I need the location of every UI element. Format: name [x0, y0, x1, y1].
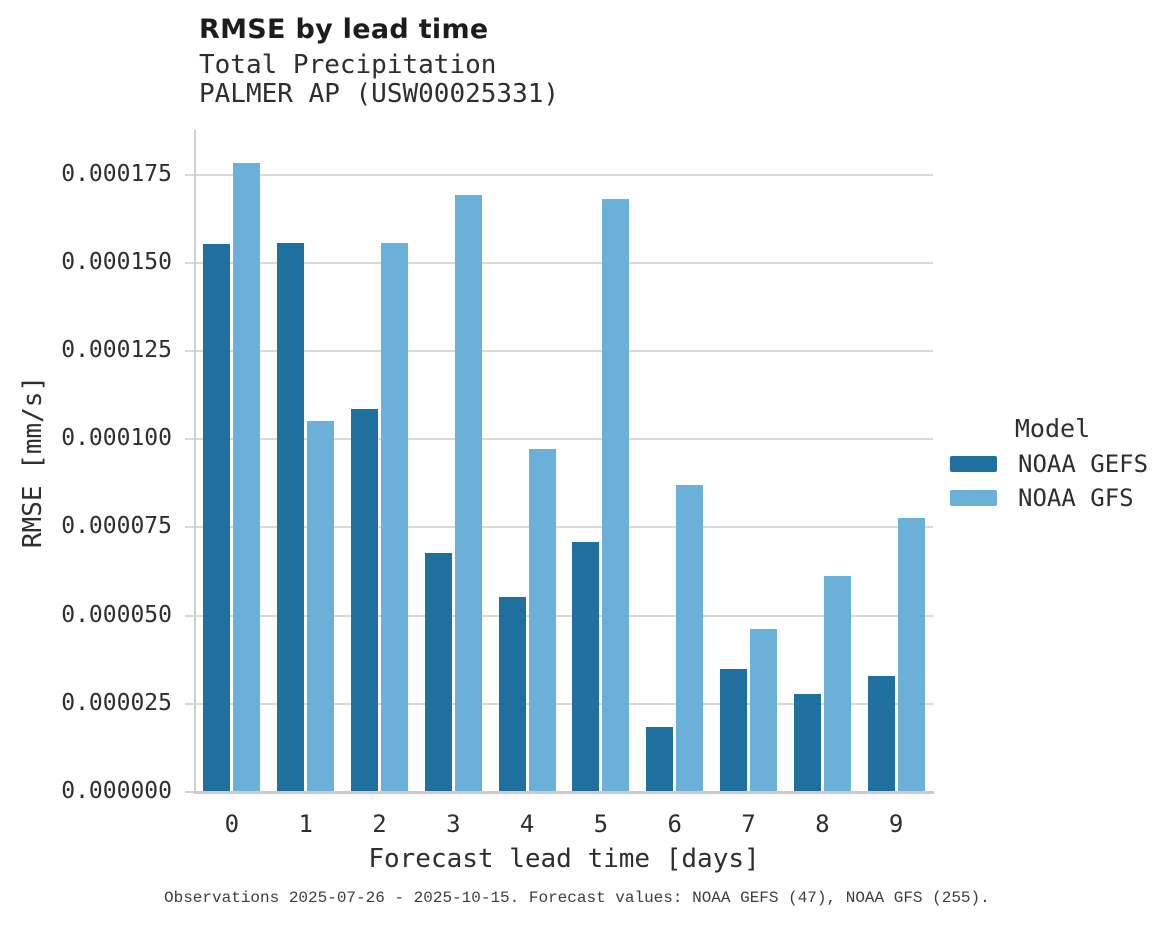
chart-title: RMSE by lead time	[199, 14, 489, 45]
y-axis-line	[194, 130, 196, 792]
y-tick-label: 0.000125	[61, 337, 172, 364]
gridline	[185, 173, 933, 176]
bar-noaa-gefs-lead-4	[498, 596, 526, 792]
x-tick-label: 1	[298, 810, 313, 838]
legend-title: Model	[1014, 414, 1091, 443]
x-tick-label: 3	[446, 810, 461, 838]
gridline	[185, 614, 933, 617]
bar-noaa-gfs-lead-7	[750, 628, 777, 792]
legend-label-noaa-gfs: NOAA GFS	[1018, 484, 1134, 512]
bar-noaa-gefs-lead-5	[572, 541, 600, 792]
legend-swatch-noaa-gfs	[950, 490, 997, 506]
y-tick-label: 0.000050	[61, 601, 172, 628]
bar-noaa-gefs-lead-8	[793, 694, 821, 792]
y-tick-label: 0.000100	[61, 425, 172, 452]
gridline	[185, 261, 933, 264]
chart-subtitle-variable: Total Precipitation	[199, 50, 497, 80]
y-tick-label: 0.000025	[61, 689, 172, 716]
x-axis-label: Forecast lead time [days]	[368, 844, 760, 874]
bar-noaa-gfs-lead-0	[233, 162, 261, 792]
gridline	[185, 702, 933, 705]
x-tick-label: 8	[815, 810, 830, 838]
bar-noaa-gfs-lead-3	[454, 194, 482, 792]
bar-noaa-gefs-lead-0	[203, 244, 231, 792]
bar-noaa-gfs-lead-5	[602, 198, 630, 792]
bar-noaa-gfs-lead-9	[897, 517, 925, 792]
y-tick-label: 0.000175	[61, 160, 172, 187]
x-tick-label: 9	[888, 810, 904, 838]
x-tick-label: 2	[372, 810, 387, 838]
bar-noaa-gfs-lead-2	[381, 242, 408, 792]
legend-label-noaa-gefs: NOAA GEFS	[1018, 450, 1149, 478]
x-tick-label: 7	[741, 810, 756, 838]
gridline	[185, 526, 933, 529]
bar-noaa-gfs-lead-6	[676, 485, 704, 792]
bar-noaa-gefs-lead-6	[646, 726, 674, 792]
chart-subtitle-station: PALMER AP (USW00025331)	[199, 79, 560, 109]
caption: Observations 2025-07-26 - 2025-10-15. Fo…	[164, 889, 990, 907]
bar-noaa-gefs-lead-3	[424, 552, 452, 792]
gridline	[185, 438, 933, 441]
bar-noaa-gefs-lead-2	[351, 409, 378, 792]
legend: Model NOAA GEFS NOAA GFS	[950, 414, 1160, 514]
bar-noaa-gefs-lead-9	[867, 675, 895, 792]
bar-noaa-gefs-lead-7	[720, 668, 747, 792]
bar-noaa-gfs-lead-1	[307, 420, 335, 792]
legend-swatch-noaa-gefs	[950, 456, 997, 472]
gridline	[185, 350, 933, 353]
bar-noaa-gfs-lead-8	[823, 575, 851, 792]
x-tick-label: 0	[224, 810, 240, 838]
bar-noaa-gefs-lead-1	[277, 242, 305, 792]
x-tick-label: 4	[519, 810, 535, 838]
x-tick-label: 5	[593, 810, 609, 838]
y-tick-label: 0.000075	[61, 513, 172, 540]
x-tick-label: 6	[667, 810, 682, 838]
y-tick-label: 0.000000	[61, 778, 172, 804]
y-tick-mark	[185, 791, 195, 793]
bar-noaa-gfs-lead-4	[528, 448, 556, 792]
x-axis-line	[194, 791, 934, 794]
y-tick-label: 0.000150	[61, 248, 172, 275]
